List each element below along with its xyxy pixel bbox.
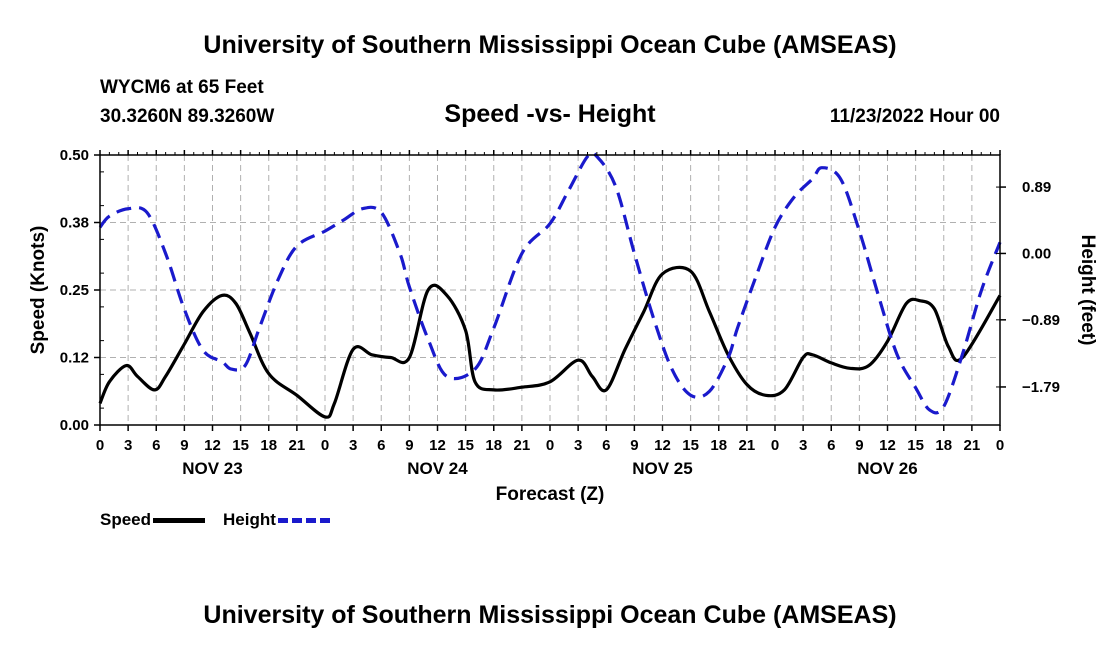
x-tick-label: 9 (630, 437, 638, 454)
x-day-label: NOV 26 (857, 459, 917, 478)
x-tick-label: 6 (152, 437, 160, 454)
x-tick-label: 21 (964, 437, 981, 454)
x-tick-label: 0 (771, 437, 779, 454)
x-tick-label: 18 (485, 437, 502, 454)
y2-tick-label: −1.79 (1022, 379, 1060, 396)
speed-height-chart: 0 3 6 9 12 15 18 21 0 3 6 9 12 15 18 21 0 3 6 9 12 15 18 21 0 3 6 9… (28, 147, 1098, 505)
speed-series-line (98, 265, 1002, 419)
x-day-label: NOV 23 (182, 459, 242, 478)
x-tick-label: 21 (289, 437, 306, 454)
y-tick-label: 0.25 (60, 282, 89, 299)
y-tick-label: 0.38 (60, 215, 89, 232)
station-coordinates: 30.3260N 89.3260W (100, 106, 275, 127)
x-tick-label: 18 (935, 437, 952, 454)
x-axis-label: Forecast (Z) (496, 484, 605, 505)
x-day-label: NOV 25 (632, 459, 692, 478)
x-tick-label: 12 (654, 437, 671, 454)
x-tick-label: 0 (546, 437, 554, 454)
y2-tick-label: 0.00 (1022, 245, 1051, 262)
station-label: WYCM6 at 65 Feet (100, 77, 264, 98)
x-day-label: NOV 24 (407, 459, 468, 478)
grid (100, 155, 1000, 425)
height-series-line (98, 150, 1002, 415)
x-tick-label: 21 (739, 437, 756, 454)
y2-axis-label: Height (feet) (1077, 235, 1098, 346)
x-tick-label: 6 (377, 437, 385, 454)
legend-speed-swatch (153, 517, 206, 523)
y-tick-label: 0.00 (60, 417, 89, 434)
x-tick-label: 9 (405, 437, 413, 454)
x-tick-label: 15 (457, 437, 474, 454)
x-tick-label: 12 (429, 437, 446, 454)
y2-tick-label: 0.89 (1022, 179, 1051, 196)
chart-title: University of Southern Mississippi Ocean… (203, 31, 897, 59)
x-tick-label: 18 (260, 437, 277, 454)
x-tick-label: 21 (514, 437, 531, 454)
series-layer (98, 150, 1002, 419)
x-tick-label: 18 (710, 437, 727, 454)
x-tick-label: 0 (321, 437, 329, 454)
x-tick-label: 15 (232, 437, 249, 454)
y-axis-label: Speed (Knots) (28, 226, 49, 355)
y-tick-label: 0.12 (60, 350, 89, 367)
x-tick-label: 3 (574, 437, 582, 454)
x-tick-label: 12 (204, 437, 221, 454)
x-tick-label: 15 (907, 437, 924, 454)
y-axis-ticks: 0.00 0.12 0.25 0.38 0.50 (60, 147, 104, 434)
x-tick-label: 3 (349, 437, 357, 454)
y-tick-label: 0.50 (60, 147, 89, 164)
x-tick-label: 12 (879, 437, 896, 454)
y2-axis-ticks: 0.89 0.00 −0.89 −1.79 (996, 179, 1060, 396)
x-tick-label: 3 (124, 437, 132, 454)
x-tick-label: 9 (855, 437, 863, 454)
x-tick-label: 15 (682, 437, 699, 454)
x-tick-label: 9 (180, 437, 188, 454)
legend-height-swatch (277, 517, 330, 523)
x-tick-label: 0 (996, 437, 1004, 454)
x-tick-label: 6 (602, 437, 610, 454)
footer-title: University of Southern Mississippi Ocean… (203, 601, 897, 629)
legend-height-label: Height (223, 510, 276, 529)
x-tick-label: 0 (96, 437, 104, 454)
forecast-datetime: 11/23/2022 Hour 00 (829, 106, 1000, 127)
chart-subtitle: Speed -vs- Height (444, 100, 656, 128)
x-tick-label: 6 (827, 437, 835, 454)
x-tick-label: 3 (799, 437, 807, 454)
x-axis-ticks: 0 3 6 9 12 15 18 21 0 3 6 9 12 15 18 21 0 3 6 9 12 15 18 21 0 3 6 9… (96, 150, 1004, 478)
y2-tick-label: −0.89 (1022, 312, 1060, 329)
legend: Speed Height (100, 510, 348, 530)
legend-speed-label: Speed (100, 510, 152, 529)
